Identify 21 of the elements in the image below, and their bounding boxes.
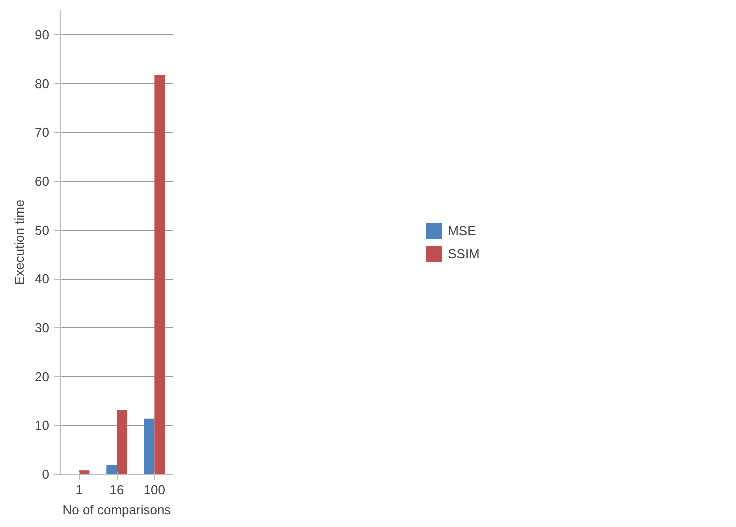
bar [144,418,155,474]
y-tick-label: 0 [42,467,50,482]
legend-label: MSE [448,223,476,238]
y-tick-label: 40 [35,272,50,287]
y-tick-label: 30 [35,320,50,336]
y-tick-label: 50 [35,222,50,238]
y-tick-label: 70 [35,125,50,140]
y-tick-label: 80 [35,76,50,92]
legend-label: SSIM [448,246,480,261]
x-tick-label: 100 [144,482,166,498]
bar [106,465,117,474]
bar [154,74,166,474]
y-tick-label: 10 [35,418,50,434]
y-tick-label: 20 [35,369,50,384]
x-tick-label: 1 [76,482,83,498]
x-tick-label: 16 [110,482,124,498]
x-axis-title: No of comparisons [62,502,172,518]
y-tick-label: 60 [35,174,50,189]
y-tick-label: 90 [35,27,50,42]
y-axis-title: Execution time [12,200,28,286]
bar [117,410,128,474]
